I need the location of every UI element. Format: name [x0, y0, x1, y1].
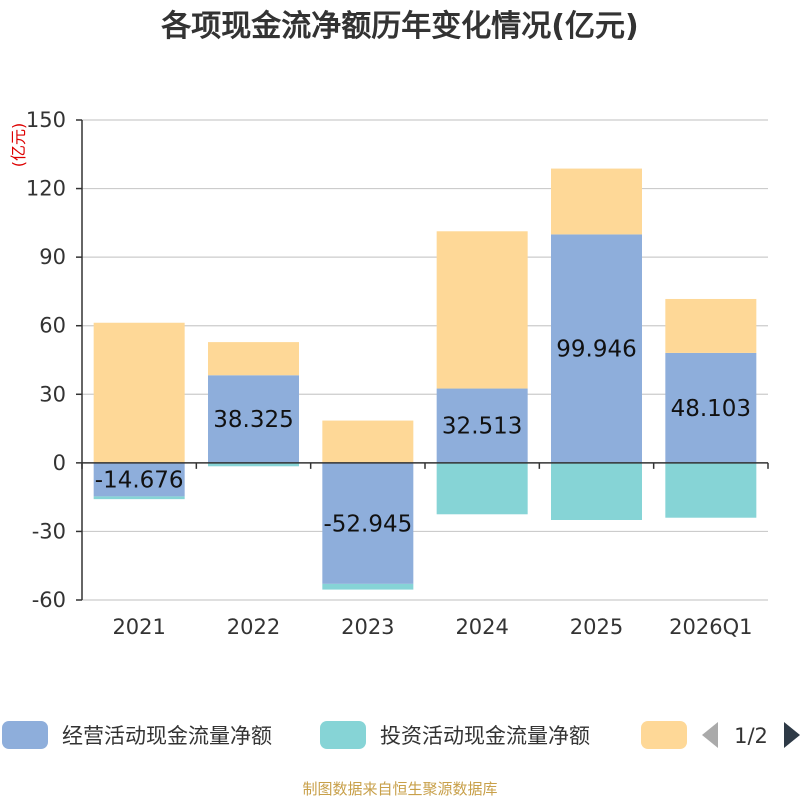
y-tick-label: 150	[26, 108, 66, 132]
y-tick-label: 0	[53, 451, 66, 475]
y-tick-label: 60	[39, 314, 66, 338]
x-tick-label: 2026Q1	[669, 615, 752, 639]
legend-swatch-1	[320, 721, 366, 749]
y-tick-label: 120	[26, 177, 66, 201]
data-label: 48.103	[671, 396, 751, 422]
x-tick-label: 2024	[455, 615, 508, 639]
bar-s0-2025	[551, 234, 642, 463]
legend: 经营活动现金流量净额 投资活动现金流量净额 1/2	[2, 721, 800, 749]
bar-s0-2022	[208, 375, 299, 463]
bar-s1-2022	[208, 462, 299, 467]
y-tick-label: -60	[32, 588, 66, 612]
legend-label-0: 经营活动现金流量净额	[62, 724, 272, 748]
bar-s2-2024	[436, 231, 528, 389]
legend-page-indicator: 1/2	[734, 724, 768, 748]
bar-s0-2021	[93, 462, 185, 497]
x-tick-label: 2022	[227, 615, 280, 639]
y-axis-unit-label: (亿元)	[9, 123, 28, 168]
data-label: -52.945	[323, 511, 412, 537]
pager-prev-icon[interactable]	[702, 722, 718, 748]
data-label: 32.513	[442, 414, 522, 440]
y-tick-label: 90	[39, 245, 66, 269]
legend-label-1: 投资活动现金流量净额	[380, 724, 590, 748]
bar-s0-2024	[436, 388, 528, 463]
legend-swatch-0	[2, 721, 48, 749]
bar-s2-2025	[551, 168, 642, 235]
y-tick-label: -30	[32, 519, 66, 543]
bar-s2-2021	[93, 322, 185, 463]
bar-s1-2021	[93, 496, 185, 500]
bar-s1-2024	[436, 462, 528, 515]
bar-s2-2023	[322, 420, 414, 463]
bar-s1-2025	[551, 462, 642, 520]
grid-layer	[82, 119, 768, 601]
legend-swatch-2	[641, 721, 687, 749]
bar-s1-2023	[322, 583, 414, 590]
bar-s2-2022	[208, 342, 299, 376]
data-label: 99.946	[556, 337, 636, 363]
axis-layer: -60 -30 0 30 60 90 120 150 2021 2022 2023 2024 2025 2…	[26, 108, 769, 639]
bar-s1-2026Q1	[665, 462, 757, 518]
bar-s0-2026Q1	[665, 352, 757, 463]
source-note: 制图数据来自恒生聚源数据库	[302, 780, 497, 798]
pager-next-icon[interactable]	[784, 722, 800, 748]
data-label: -14.676	[95, 468, 184, 494]
x-tick-label: 2021	[112, 615, 165, 639]
data-labels-layer: -14.676 38.325 -52.945 32.513 99.946 48.103	[95, 337, 751, 538]
x-tick-label: 2025	[570, 615, 623, 639]
bar-s2-2026Q1	[665, 298, 757, 353]
x-tick-label: 2023	[341, 615, 394, 639]
data-label: 38.325	[213, 407, 293, 433]
y-tick-label: 30	[39, 382, 66, 406]
chart-title: 各项现金流净额历年变化情况(亿元)	[160, 9, 638, 44]
bars-layer	[93, 168, 757, 590]
bar-s0-2023	[322, 462, 414, 584]
